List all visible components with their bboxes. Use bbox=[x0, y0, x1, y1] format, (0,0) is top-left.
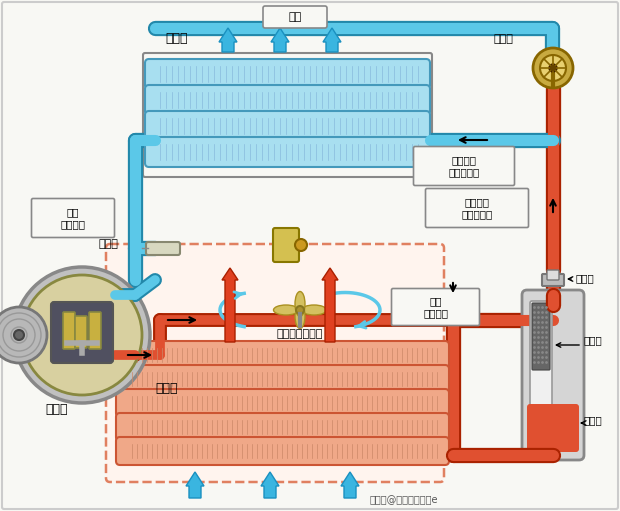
FancyBboxPatch shape bbox=[106, 244, 444, 482]
FancyBboxPatch shape bbox=[530, 301, 552, 449]
FancyBboxPatch shape bbox=[532, 303, 550, 370]
FancyBboxPatch shape bbox=[89, 312, 101, 349]
Circle shape bbox=[296, 306, 304, 314]
Text: 高温高压
液态制冷剂: 高温高压 液态制冷剂 bbox=[461, 197, 493, 219]
FancyBboxPatch shape bbox=[51, 302, 113, 363]
Text: 高温
高压气体: 高温 高压气体 bbox=[423, 296, 448, 318]
FancyBboxPatch shape bbox=[425, 189, 528, 227]
Polygon shape bbox=[341, 472, 359, 498]
Text: 蒸发器: 蒸发器 bbox=[165, 32, 187, 45]
Polygon shape bbox=[323, 28, 341, 52]
Text: 感温筒: 感温筒 bbox=[98, 239, 118, 249]
FancyBboxPatch shape bbox=[145, 59, 430, 89]
Text: 膨胀阀: 膨胀阀 bbox=[494, 34, 514, 44]
FancyBboxPatch shape bbox=[146, 242, 180, 255]
FancyBboxPatch shape bbox=[116, 437, 449, 465]
Polygon shape bbox=[186, 472, 204, 498]
Text: 发动机冷却风扇: 发动机冷却风扇 bbox=[277, 329, 323, 339]
FancyBboxPatch shape bbox=[522, 290, 584, 460]
FancyBboxPatch shape bbox=[32, 198, 115, 238]
FancyBboxPatch shape bbox=[63, 312, 75, 349]
Polygon shape bbox=[219, 28, 237, 52]
FancyBboxPatch shape bbox=[116, 413, 449, 441]
FancyBboxPatch shape bbox=[145, 85, 430, 115]
Text: 干燥剂: 干燥剂 bbox=[583, 335, 602, 345]
Circle shape bbox=[14, 267, 150, 403]
Text: 低温低压
雾状制冷剂: 低温低压 雾状制冷剂 bbox=[448, 155, 480, 177]
FancyBboxPatch shape bbox=[391, 289, 479, 326]
FancyBboxPatch shape bbox=[116, 365, 449, 393]
Polygon shape bbox=[271, 28, 289, 52]
Polygon shape bbox=[222, 268, 238, 342]
FancyBboxPatch shape bbox=[145, 111, 430, 141]
FancyBboxPatch shape bbox=[273, 228, 299, 262]
Ellipse shape bbox=[273, 305, 298, 315]
Circle shape bbox=[14, 330, 24, 340]
Circle shape bbox=[540, 55, 566, 81]
FancyBboxPatch shape bbox=[116, 389, 449, 417]
Text: 观察窗: 观察窗 bbox=[575, 273, 594, 283]
Ellipse shape bbox=[295, 304, 305, 329]
Circle shape bbox=[549, 64, 557, 72]
Text: 低温
低压气体: 低温 低压气体 bbox=[61, 207, 86, 229]
FancyBboxPatch shape bbox=[547, 270, 559, 280]
Circle shape bbox=[533, 48, 573, 88]
Text: 储液罐: 储液罐 bbox=[583, 415, 602, 425]
Circle shape bbox=[295, 239, 307, 251]
Text: 冷凝器: 冷凝器 bbox=[155, 382, 177, 395]
Circle shape bbox=[0, 307, 47, 363]
FancyBboxPatch shape bbox=[542, 274, 564, 286]
Text: 搜狐号@腾龙智能电商e: 搜狐号@腾龙智能电商e bbox=[370, 495, 438, 505]
Polygon shape bbox=[261, 472, 279, 498]
Text: 冷风: 冷风 bbox=[288, 12, 301, 22]
Ellipse shape bbox=[295, 291, 305, 316]
FancyBboxPatch shape bbox=[116, 341, 449, 369]
FancyBboxPatch shape bbox=[414, 147, 515, 185]
FancyBboxPatch shape bbox=[527, 404, 579, 452]
FancyBboxPatch shape bbox=[75, 316, 87, 348]
FancyBboxPatch shape bbox=[145, 137, 430, 167]
Circle shape bbox=[22, 275, 142, 395]
Ellipse shape bbox=[301, 305, 327, 315]
Text: 压缩机: 压缩机 bbox=[45, 403, 68, 416]
Polygon shape bbox=[322, 268, 338, 342]
FancyBboxPatch shape bbox=[263, 6, 327, 28]
